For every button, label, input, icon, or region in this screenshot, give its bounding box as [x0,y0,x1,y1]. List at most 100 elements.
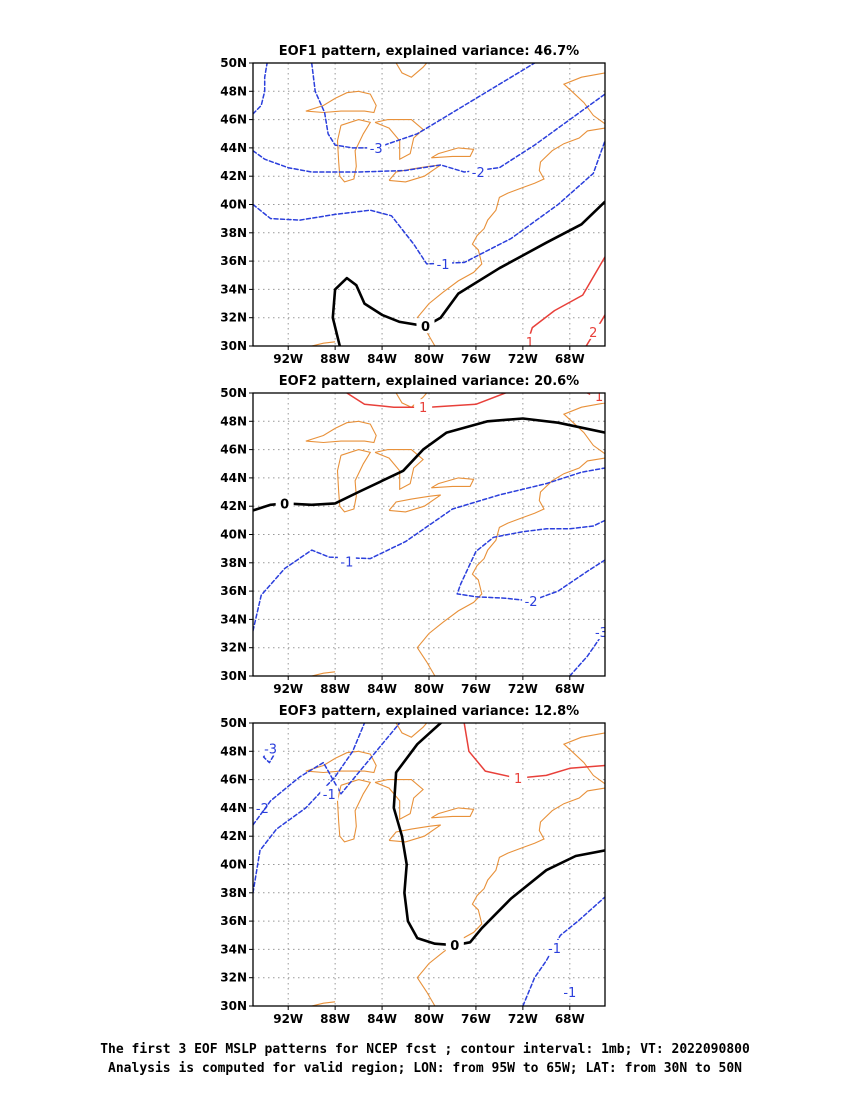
contour-label: 1 [595,390,603,405]
x-tick-label: 76W [461,352,491,366]
y-tick-label: 36N [220,914,247,928]
panel-title: EOF3 pattern, explained variance: 12.8% [279,704,579,719]
contour-label: 1 [419,401,427,416]
contour-line [253,467,605,632]
y-tick-label: 36N [220,254,247,268]
x-tick-label: 88W [320,1012,350,1026]
contour-line [253,723,366,894]
contour-line [253,63,268,115]
y-tick-label: 40N [220,198,247,212]
contour-label: -2 [525,595,538,610]
coastline [311,1001,336,1006]
y-tick-label: 38N [220,886,247,900]
contour-label: -1 [437,258,450,273]
y-tick-label: 46N [220,113,247,127]
x-tick-label: 80W [414,352,444,366]
contour-label-bg [445,937,464,953]
y-tick-label: 42N [220,829,247,843]
x-tick-label: 76W [461,1012,491,1026]
contour-line [253,140,605,265]
contour-line [310,63,536,149]
y-tick-label: 42N [220,499,247,513]
coastline [374,449,424,491]
contour-line [253,723,401,826]
y-tick-label: 48N [220,84,247,98]
contour-label: 1 [514,772,522,787]
contour-label-bg [337,553,356,569]
panel-title: EOF1 pattern, explained variance: 46.7% [279,44,579,59]
contour-label: -3 [264,742,277,757]
y-tick-label: 44N [220,141,247,155]
coastline [311,341,336,346]
y-tick-label: 38N [220,226,247,240]
contour-label-bg [275,495,294,511]
x-tick-label: 84W [367,352,397,366]
contour-label-bg [522,593,541,609]
coastline [336,449,372,513]
coastline [562,402,605,455]
x-tick-label: 72W [508,1012,538,1026]
y-tick-label: 50N [220,386,247,400]
coastline [388,164,442,183]
x-tick-label: 68W [555,1012,585,1026]
x-tick-label: 92W [273,1012,303,1026]
coastline [305,420,377,444]
contour-label-bg [592,624,605,640]
contour-line [525,256,605,346]
contour-line [463,723,605,779]
y-tick-label: 46N [220,773,247,787]
y-tick-label: 42N [220,169,247,183]
contour-label: -2 [472,166,485,181]
coastline [311,671,336,676]
x-tick-label: 88W [320,682,350,696]
eof-figure: EOF1 pattern, explained variance: 46.7% -… [220,44,608,1026]
y-tick-label: 32N [220,311,247,325]
y-tick-label: 48N [220,744,247,758]
eof1-panel: EOF1 pattern, explained variance: 46.7% -… [220,44,606,366]
y-tick-label: 30N [220,669,247,683]
y-tick-label: 30N [220,999,247,1013]
contour-label: -1 [563,986,576,1001]
contour-label-bg [253,799,272,815]
contour-label-bg [509,770,528,786]
y-tick-label: 34N [220,612,247,626]
coastlines [305,723,605,1006]
x-tick-label: 92W [273,682,303,696]
coastline [431,477,475,489]
caption-line-1: The first 3 EOF MSLP patterns for NCEP f… [100,1042,750,1057]
contour-label: 2 [589,326,597,341]
coastline [431,807,475,819]
contours: -3 -2 -1 0 1 -1 -1 [253,723,605,1006]
contour-label: -3 [370,142,383,157]
y-tick-label: 44N [220,801,247,815]
contour-line [331,200,605,346]
eof2-panel: EOF2 pattern, explained variance: 20.6%1… [220,374,608,696]
coastlines [305,63,605,346]
x-tick-label: 68W [555,682,585,696]
y-tick-label: 38N [220,556,247,570]
contour-label-bg [414,399,433,415]
y-tick-label: 32N [220,641,247,655]
x-tick-label: 84W [367,682,397,696]
y-tick-label: 40N [220,528,247,542]
contour-label: -3 [595,626,608,641]
coastline [416,787,605,1006]
contour-label: 0 [280,497,289,512]
coastline [416,127,605,346]
contour-line [346,393,507,408]
x-tick-label: 88W [320,352,350,366]
x-tick-label: 72W [508,352,538,366]
y-tick-label: 34N [220,942,247,956]
contour-label-bg [545,939,564,955]
y-tick-label: 44N [220,471,247,485]
coastline [395,723,428,738]
coastline [416,457,605,676]
contour-label-bg [434,255,453,271]
coastline [336,779,372,843]
contour-label: 1 [526,336,534,351]
y-tick-label: 46N [220,443,247,457]
contour-label-bg [520,333,539,346]
contour-label-bg [416,318,435,334]
contour-label-bg [320,785,339,801]
